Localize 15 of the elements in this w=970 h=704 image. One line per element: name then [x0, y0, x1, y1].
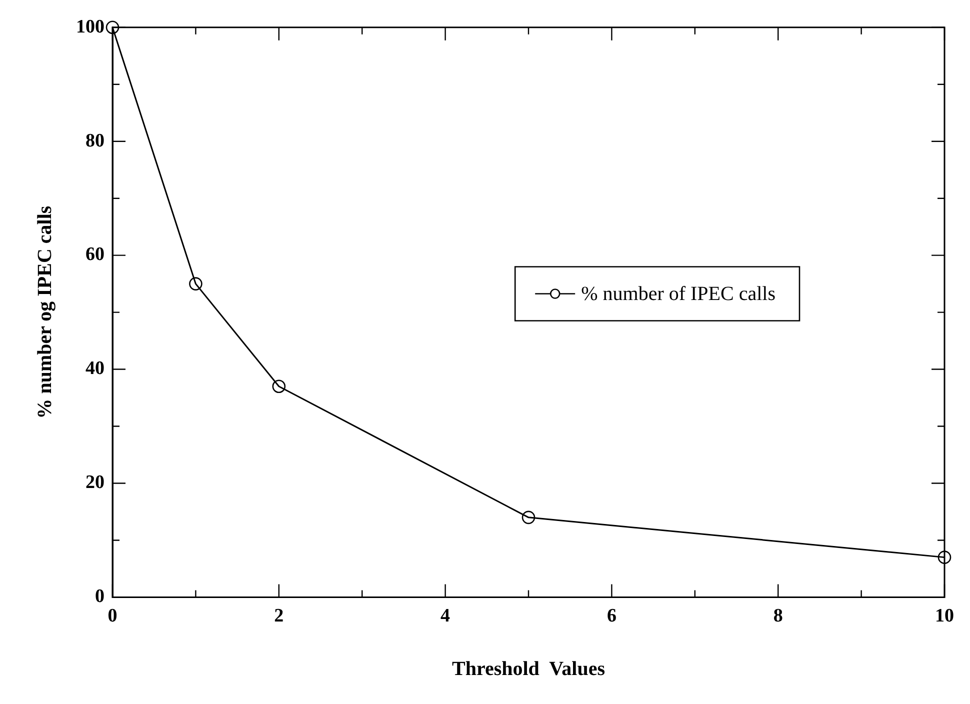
x-tick-label: 4 [440, 606, 451, 627]
x-tick-label: 6 [606, 606, 616, 627]
y-tick-label: 40 [86, 358, 104, 380]
y-tick-label: 60 [86, 244, 104, 266]
x-axis-title: Threshold Values [452, 658, 606, 680]
legend-label: % number of IPEC calls [581, 282, 776, 305]
y-tick-label: 0 [95, 586, 104, 608]
x-tick-label: 10 [935, 606, 954, 627]
y-axis-title: % number og IPEC calls [34, 206, 56, 419]
x-tick-label: 2 [274, 606, 284, 627]
x-tick-label: 0 [108, 606, 118, 627]
x-tick-label: 8 [773, 606, 783, 627]
y-tick-label: 100 [76, 16, 104, 38]
y-tick-label: 20 [86, 472, 104, 494]
y-tick-label: 80 [86, 130, 104, 152]
